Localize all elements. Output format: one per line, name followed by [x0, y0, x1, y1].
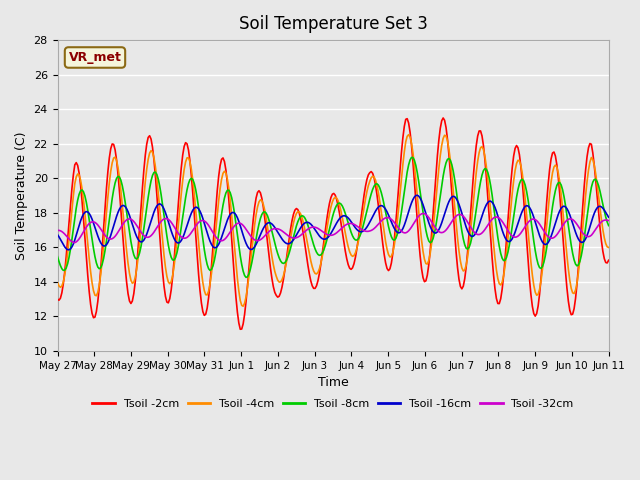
- Title: Soil Temperature Set 3: Soil Temperature Set 3: [239, 15, 428, 33]
- Legend: Tsoil -2cm, Tsoil -4cm, Tsoil -8cm, Tsoil -16cm, Tsoil -32cm: Tsoil -2cm, Tsoil -4cm, Tsoil -8cm, Tsoi…: [88, 395, 578, 414]
- X-axis label: Time: Time: [317, 376, 348, 389]
- Y-axis label: Soil Temperature (C): Soil Temperature (C): [15, 131, 28, 260]
- Text: VR_met: VR_met: [68, 51, 122, 64]
